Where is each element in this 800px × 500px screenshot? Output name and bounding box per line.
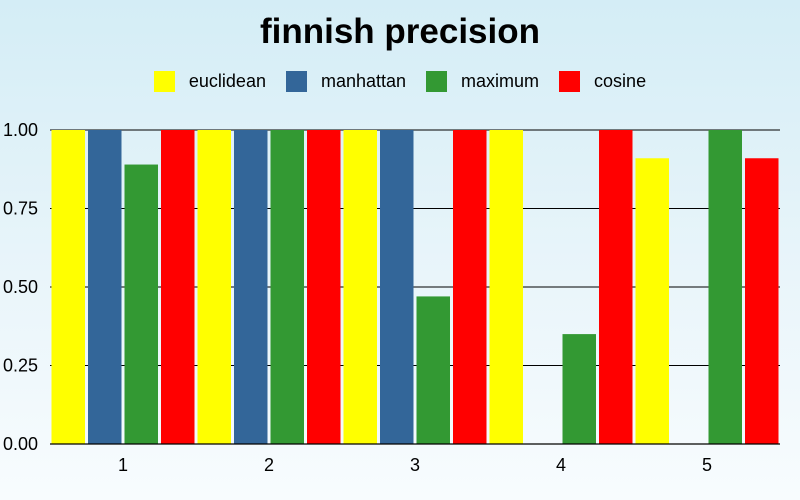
bar-cosine-5 <box>745 158 779 444</box>
x-tick-label: 3 <box>410 455 420 475</box>
legend-swatch <box>426 71 448 92</box>
y-tick-label: 0.50 <box>3 277 38 297</box>
bar-manhattan-1 <box>88 130 122 444</box>
bar-euclidean-5 <box>635 158 669 444</box>
legend-item: maximum <box>426 71 539 92</box>
bar-euclidean-3 <box>343 130 377 444</box>
legend-label: manhattan <box>320 71 407 91</box>
bar-maximum-3 <box>416 296 450 444</box>
legend-swatch <box>559 71 581 92</box>
bar-euclidean-2 <box>197 130 231 444</box>
legend-label: euclidean <box>188 71 266 91</box>
bar-cosine-3 <box>453 130 487 444</box>
y-tick-label: 0.00 <box>3 434 38 454</box>
legend-swatch <box>285 71 307 92</box>
legend-swatch <box>153 71 175 92</box>
legend-item: euclidean <box>153 71 266 92</box>
x-tick-label: 1 <box>118 455 128 475</box>
bar-manhattan-3 <box>380 130 414 444</box>
bar-manhattan-2 <box>234 130 268 444</box>
y-tick-label: 0.75 <box>3 199 38 219</box>
bar-maximum-1 <box>124 164 158 445</box>
bar-cosine-2 <box>307 130 341 444</box>
bar-cosine-1 <box>161 130 195 444</box>
bar-maximum-4 <box>562 334 596 444</box>
legend-label: maximum <box>461 71 540 91</box>
chart-title: finnish precision <box>259 12 541 51</box>
bar-cosine-4 <box>599 130 633 444</box>
bar-euclidean-1 <box>51 130 85 444</box>
bar-maximum-5 <box>708 130 742 444</box>
bar-maximum-2 <box>270 130 304 444</box>
legend-item: cosine <box>559 71 646 92</box>
x-tick-label: 2 <box>264 455 274 475</box>
x-tick-label: 4 <box>556 455 566 475</box>
legend: euclidean manhattan maximum cosine <box>0 71 800 92</box>
bar-euclidean-4 <box>489 130 523 444</box>
x-tick-label: 5 <box>702 455 712 475</box>
legend-item: manhattan <box>285 71 407 92</box>
y-tick-label: 0.25 <box>3 356 38 376</box>
legend-label: cosine <box>594 71 647 91</box>
y-tick-label: 1.00 <box>3 120 38 140</box>
